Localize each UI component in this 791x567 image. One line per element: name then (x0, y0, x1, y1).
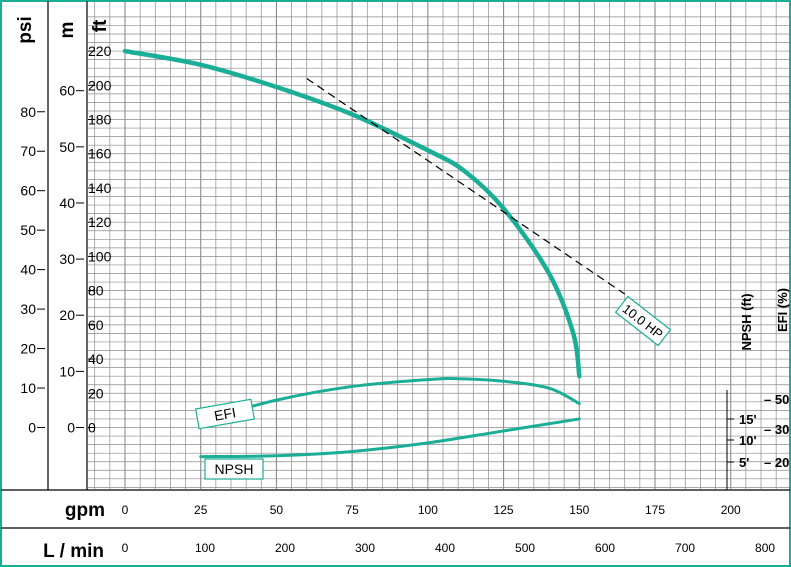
psi-tick-label: 0 (28, 420, 36, 436)
npsh-label-box (204, 458, 264, 480)
ft-tick-label: 100 (88, 248, 112, 264)
ft-tick-label: 40 (88, 351, 104, 367)
ft-tick-label: 60 (88, 317, 104, 333)
lmin-tick-label: 400 (435, 541, 455, 555)
gpm-axis-title: gpm (65, 500, 105, 521)
ft-axis-title: ft (90, 19, 111, 32)
npsh-curve (199, 417, 581, 459)
gpm-tick-label: 25 (194, 503, 208, 517)
npsh-tick-label: 10' (739, 433, 757, 448)
lmin-tick-label: 100 (195, 541, 215, 555)
psi-tick-label: 50 (20, 222, 36, 238)
lmin-axis-title: L / min (43, 541, 104, 562)
efi-axis-title: EFI (%) (775, 288, 790, 332)
ft-tick-label: 220 (88, 43, 112, 59)
m-tick-label: 0 (67, 420, 75, 436)
npsh-axis-title: NPSH (ft) (739, 293, 754, 350)
m-tick-label: 40 (59, 195, 75, 211)
gpm-tick-label: 200 (721, 503, 741, 517)
gpm-tick-label: 0 (122, 503, 129, 517)
ft-tick-label: 80 (88, 283, 104, 299)
m-tick-label: 50 (59, 139, 75, 155)
lmin-tick-label: 600 (595, 541, 615, 555)
psi-axis-title: psi (15, 16, 36, 43)
efi-curve (199, 377, 581, 423)
ft-tick-label: 20 (88, 385, 104, 401)
ft-tick-label: 200 (88, 77, 112, 93)
gpm-tick-label: 150 (569, 503, 589, 517)
head-capacity-curve (122, 48, 582, 379)
m-tick-label: 10 (59, 363, 75, 379)
m-tick-label: 30 (59, 251, 75, 267)
lmin-tick-label: 500 (515, 541, 535, 555)
efi-label: EFI (213, 404, 237, 424)
m-tick-label: 60 (59, 83, 75, 99)
psi-tick-label: 20 (20, 341, 36, 357)
ft-tick-label: 140 (88, 180, 112, 196)
hp-label-group: 10.0 HP (614, 295, 672, 347)
gpm-tick-label: 175 (645, 503, 665, 517)
chart-curves (122, 48, 626, 459)
axis-ticks: 0204060801001201401601802002200102030405… (20, 43, 789, 555)
lmin-tick-label: 300 (355, 541, 375, 555)
gpm-tick-label: 100 (418, 503, 438, 517)
npsh-tick-label: 5' (739, 455, 749, 470)
lmin-tick-label: 700 (675, 541, 695, 555)
ft-tick-label: 160 (88, 146, 112, 162)
psi-tick-label: 60 (20, 183, 36, 199)
psi-tick-label: 70 (20, 143, 36, 159)
gpm-tick-label: 125 (494, 503, 514, 517)
psi-tick-label: 10 (20, 380, 36, 396)
hp-label-box (614, 295, 672, 347)
efi-label-box (194, 398, 256, 430)
npsh-tick-label: 15' (739, 412, 757, 427)
psi-tick-label: 30 (20, 301, 36, 317)
efi-label-group: EFI (194, 398, 256, 430)
psi-tick-label: 40 (20, 262, 36, 278)
npsh-label: NPSH (215, 461, 254, 477)
lmin-tick-label: 800 (755, 541, 775, 555)
gpm-tick-label: 50 (270, 503, 284, 517)
ft-tick-label: 120 (88, 214, 112, 230)
efi-tick-label: – 50 (764, 392, 789, 407)
m-tick-label: 20 (59, 307, 75, 323)
efi-tick-label: – 30 (764, 422, 789, 437)
npsh-label-group: NPSH (204, 458, 264, 480)
chart-grid (88, 2, 789, 489)
m-axis-title: m (57, 22, 78, 39)
lmin-tick-label: 0 (122, 541, 129, 555)
gpm-tick-label: 75 (345, 503, 359, 517)
psi-tick-label: 80 (20, 104, 36, 120)
efi-tick-label: – 20 (764, 455, 789, 470)
ft-tick-label: 0 (88, 420, 96, 436)
lmin-tick-label: 200 (275, 541, 295, 555)
ft-tick-label: 180 (88, 112, 112, 128)
